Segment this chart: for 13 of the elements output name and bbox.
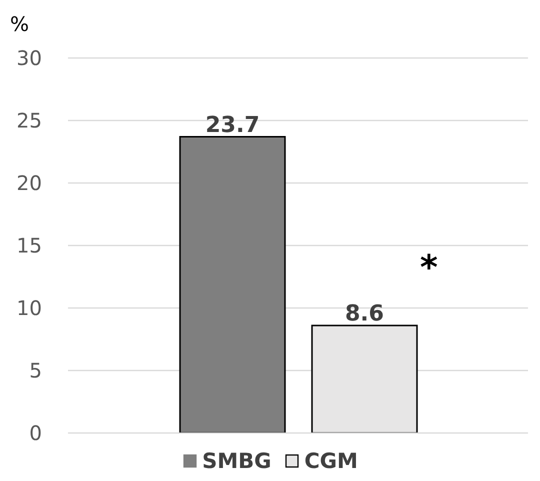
data-label: 23.7: [205, 112, 260, 138]
y-tick-label: 20: [16, 171, 42, 196]
data-label: 8.6: [345, 302, 384, 326]
y-tick-label: 15: [16, 234, 42, 258]
y-tick-label: 10: [16, 296, 42, 320]
y-axis-title: %: [10, 12, 30, 36]
y-tick-label: 0: [29, 421, 42, 446]
y-tick-label: 5: [29, 358, 42, 383]
y-tick-label: 25: [16, 108, 42, 133]
annotation: *: [420, 248, 438, 288]
legend-label: SMBG: [202, 449, 272, 473]
legend-label: CGM: [304, 449, 358, 473]
y-tick-label: 30: [16, 46, 42, 70]
